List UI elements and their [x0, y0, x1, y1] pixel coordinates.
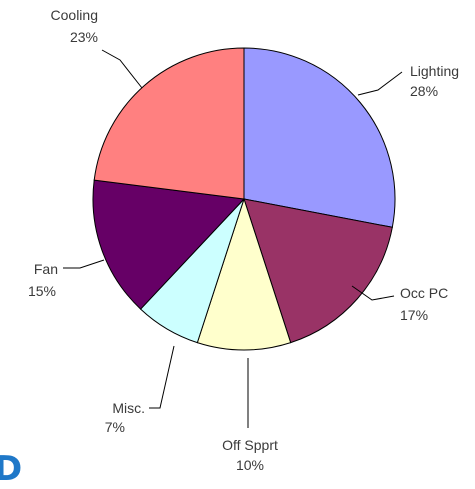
pie-slice-occ-pc	[243, 198, 393, 344]
slice-value-fan: 15%	[28, 283, 56, 299]
pie-slice-fan	[92, 179, 246, 310]
slice-label-fan: Fan	[34, 261, 58, 277]
slice-label-misc: Misc.	[112, 400, 145, 416]
slice-label-lighting: Lighting	[410, 63, 459, 79]
pie-slice-off-spprt	[196, 197, 292, 351]
leader-line-fan	[63, 259, 105, 269]
pie-slice-cooling	[93, 47, 245, 200]
slice-value-occ-pc: 17%	[400, 307, 428, 323]
cropped-letter: D	[0, 449, 23, 489]
slice-value-off-spprt: 10%	[236, 457, 264, 473]
leader-line-lighting	[357, 71, 403, 96]
slice-label-off-spprt: Off Spprt	[222, 437, 278, 453]
slice-label-cooling: Cooling	[51, 7, 98, 23]
slice-value-lighting: 28%	[410, 83, 438, 99]
pie-chart: Lighting 28% Occ PC 17% Off Spprt 10% Misc. 7% F…	[0, 7, 459, 486]
pie-chart-svg: Lighting 28% Occ PC 17% Off Spprt 10% Misc. 7% F…	[28, 7, 459, 473]
leader-line-cooling	[101, 49, 143, 89]
leader-line-misc	[149, 345, 175, 409]
leader-line-occ-pc	[351, 285, 395, 301]
slice-value-cooling: 23%	[70, 29, 98, 45]
slice-value-misc: 7%	[105, 419, 125, 435]
slice-label-occ-pc: Occ PC	[400, 285, 448, 301]
pie-slice-lighting	[243, 47, 396, 228]
